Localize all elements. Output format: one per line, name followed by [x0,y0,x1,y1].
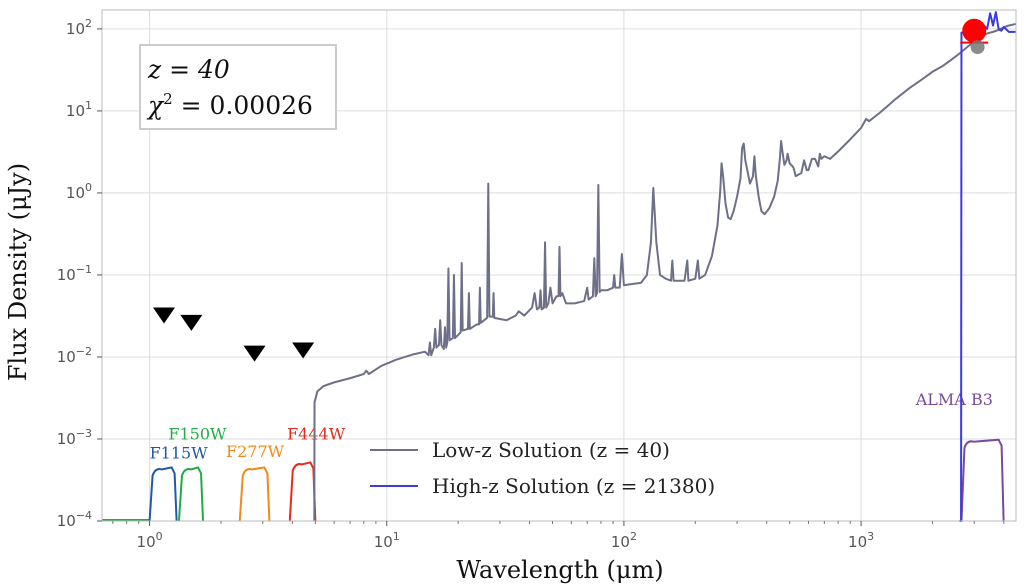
annotation-chi2: χ2 = 0.00026 [146,90,313,120]
filter-label-f277w: F277W [226,442,285,461]
legend: Low-z Solution (z = 40) High-z Solution … [370,438,715,498]
x-tick-labels: 100 101 102 103 [112,521,1005,551]
series-line-high-z [959,11,1016,522]
y-tick-label: 10−1 [57,263,92,284]
filter-label-f444w: F444W [287,425,346,444]
filter-label-f115w: F115W [150,443,209,462]
annotation-redshift: z = 40 [147,55,230,84]
y-tick-label: 102 [66,17,92,38]
x-tick-label: 103 [848,530,874,551]
x-axis-label: Wavelength (μm) [456,556,663,584]
detection-point-red [962,18,987,43]
filter-curve-f150w [177,466,205,522]
upper-limit-marker [292,342,315,359]
y-tick-label: 100 [66,181,92,202]
legend-label-low-z: Low-z Solution (z = 40) [432,438,670,462]
filter-label-alma-b3: ALMA B3 [915,390,993,409]
x-tick-label: 100 [137,530,163,551]
filter-label-f150w: F150W [168,425,227,444]
y-tick-label: 10−4 [57,509,92,530]
detection-point-grey [970,40,985,55]
filter-curve-alma-b3 [960,438,1005,522]
x-tick-label: 101 [374,530,400,551]
y-axis-label: Flux Density (μJy) [4,163,32,381]
y-tick-label: 10−3 [57,427,92,448]
filter-curve-f444w [288,461,317,522]
annotation-box: z = 40 χ2 = 0.00026 [139,44,337,130]
legend-label-high-z: High-z Solution (z = 21380) [432,474,715,498]
y-tick-label: 10−2 [57,345,92,366]
y-tick-label: 101 [66,99,92,120]
x-tick-label: 102 [611,530,637,551]
photometry-points [152,18,989,362]
y-tick-labels: 10−4 10−3 10−2 10−1 100 101 102 [57,17,102,530]
upper-limit-marker [243,345,266,362]
filter-curve-f115w [148,466,178,522]
plot-frame [101,9,1017,522]
filter-curve-f277w [238,466,271,522]
upper-limit-marker [180,314,203,331]
series-line-low-z [313,22,1017,522]
upper-limit-marker [152,307,175,324]
